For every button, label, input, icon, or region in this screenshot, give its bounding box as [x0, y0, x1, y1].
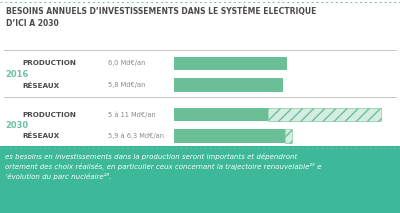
- Text: es besoins en investissements dans la production seront importants et dépendront: es besoins en investissements dans la pr…: [5, 153, 321, 180]
- Text: PRODUCTION: PRODUCTION: [22, 60, 76, 66]
- Bar: [174, 56, 287, 71]
- Bar: [174, 108, 268, 121]
- Text: RÉSEAUX: RÉSEAUX: [22, 82, 59, 89]
- Bar: [174, 129, 285, 143]
- Text: PRODUCTION: PRODUCTION: [22, 112, 76, 118]
- Text: 5 à 11 Md€/an: 5 à 11 Md€/an: [108, 111, 156, 118]
- Text: BESOINS ANNUELS D’INVESTISSEMENTS DANS LE SYSTÈME ELECTRIQUE
D’ICI A 2030: BESOINS ANNUELS D’INVESTISSEMENTS DANS L…: [6, 7, 316, 27]
- Text: RÉSEAUX: RÉSEAUX: [22, 133, 59, 139]
- Text: 5,8 Md€/an: 5,8 Md€/an: [108, 82, 145, 88]
- Bar: [285, 129, 292, 143]
- Text: 2016: 2016: [5, 70, 28, 79]
- Bar: [268, 108, 381, 121]
- Text: 6,0 Md€/an: 6,0 Md€/an: [108, 60, 145, 66]
- Bar: [174, 78, 283, 92]
- Text: 5,9 à 6,3 Md€/an: 5,9 à 6,3 Md€/an: [108, 133, 164, 139]
- Text: 2030: 2030: [5, 121, 28, 130]
